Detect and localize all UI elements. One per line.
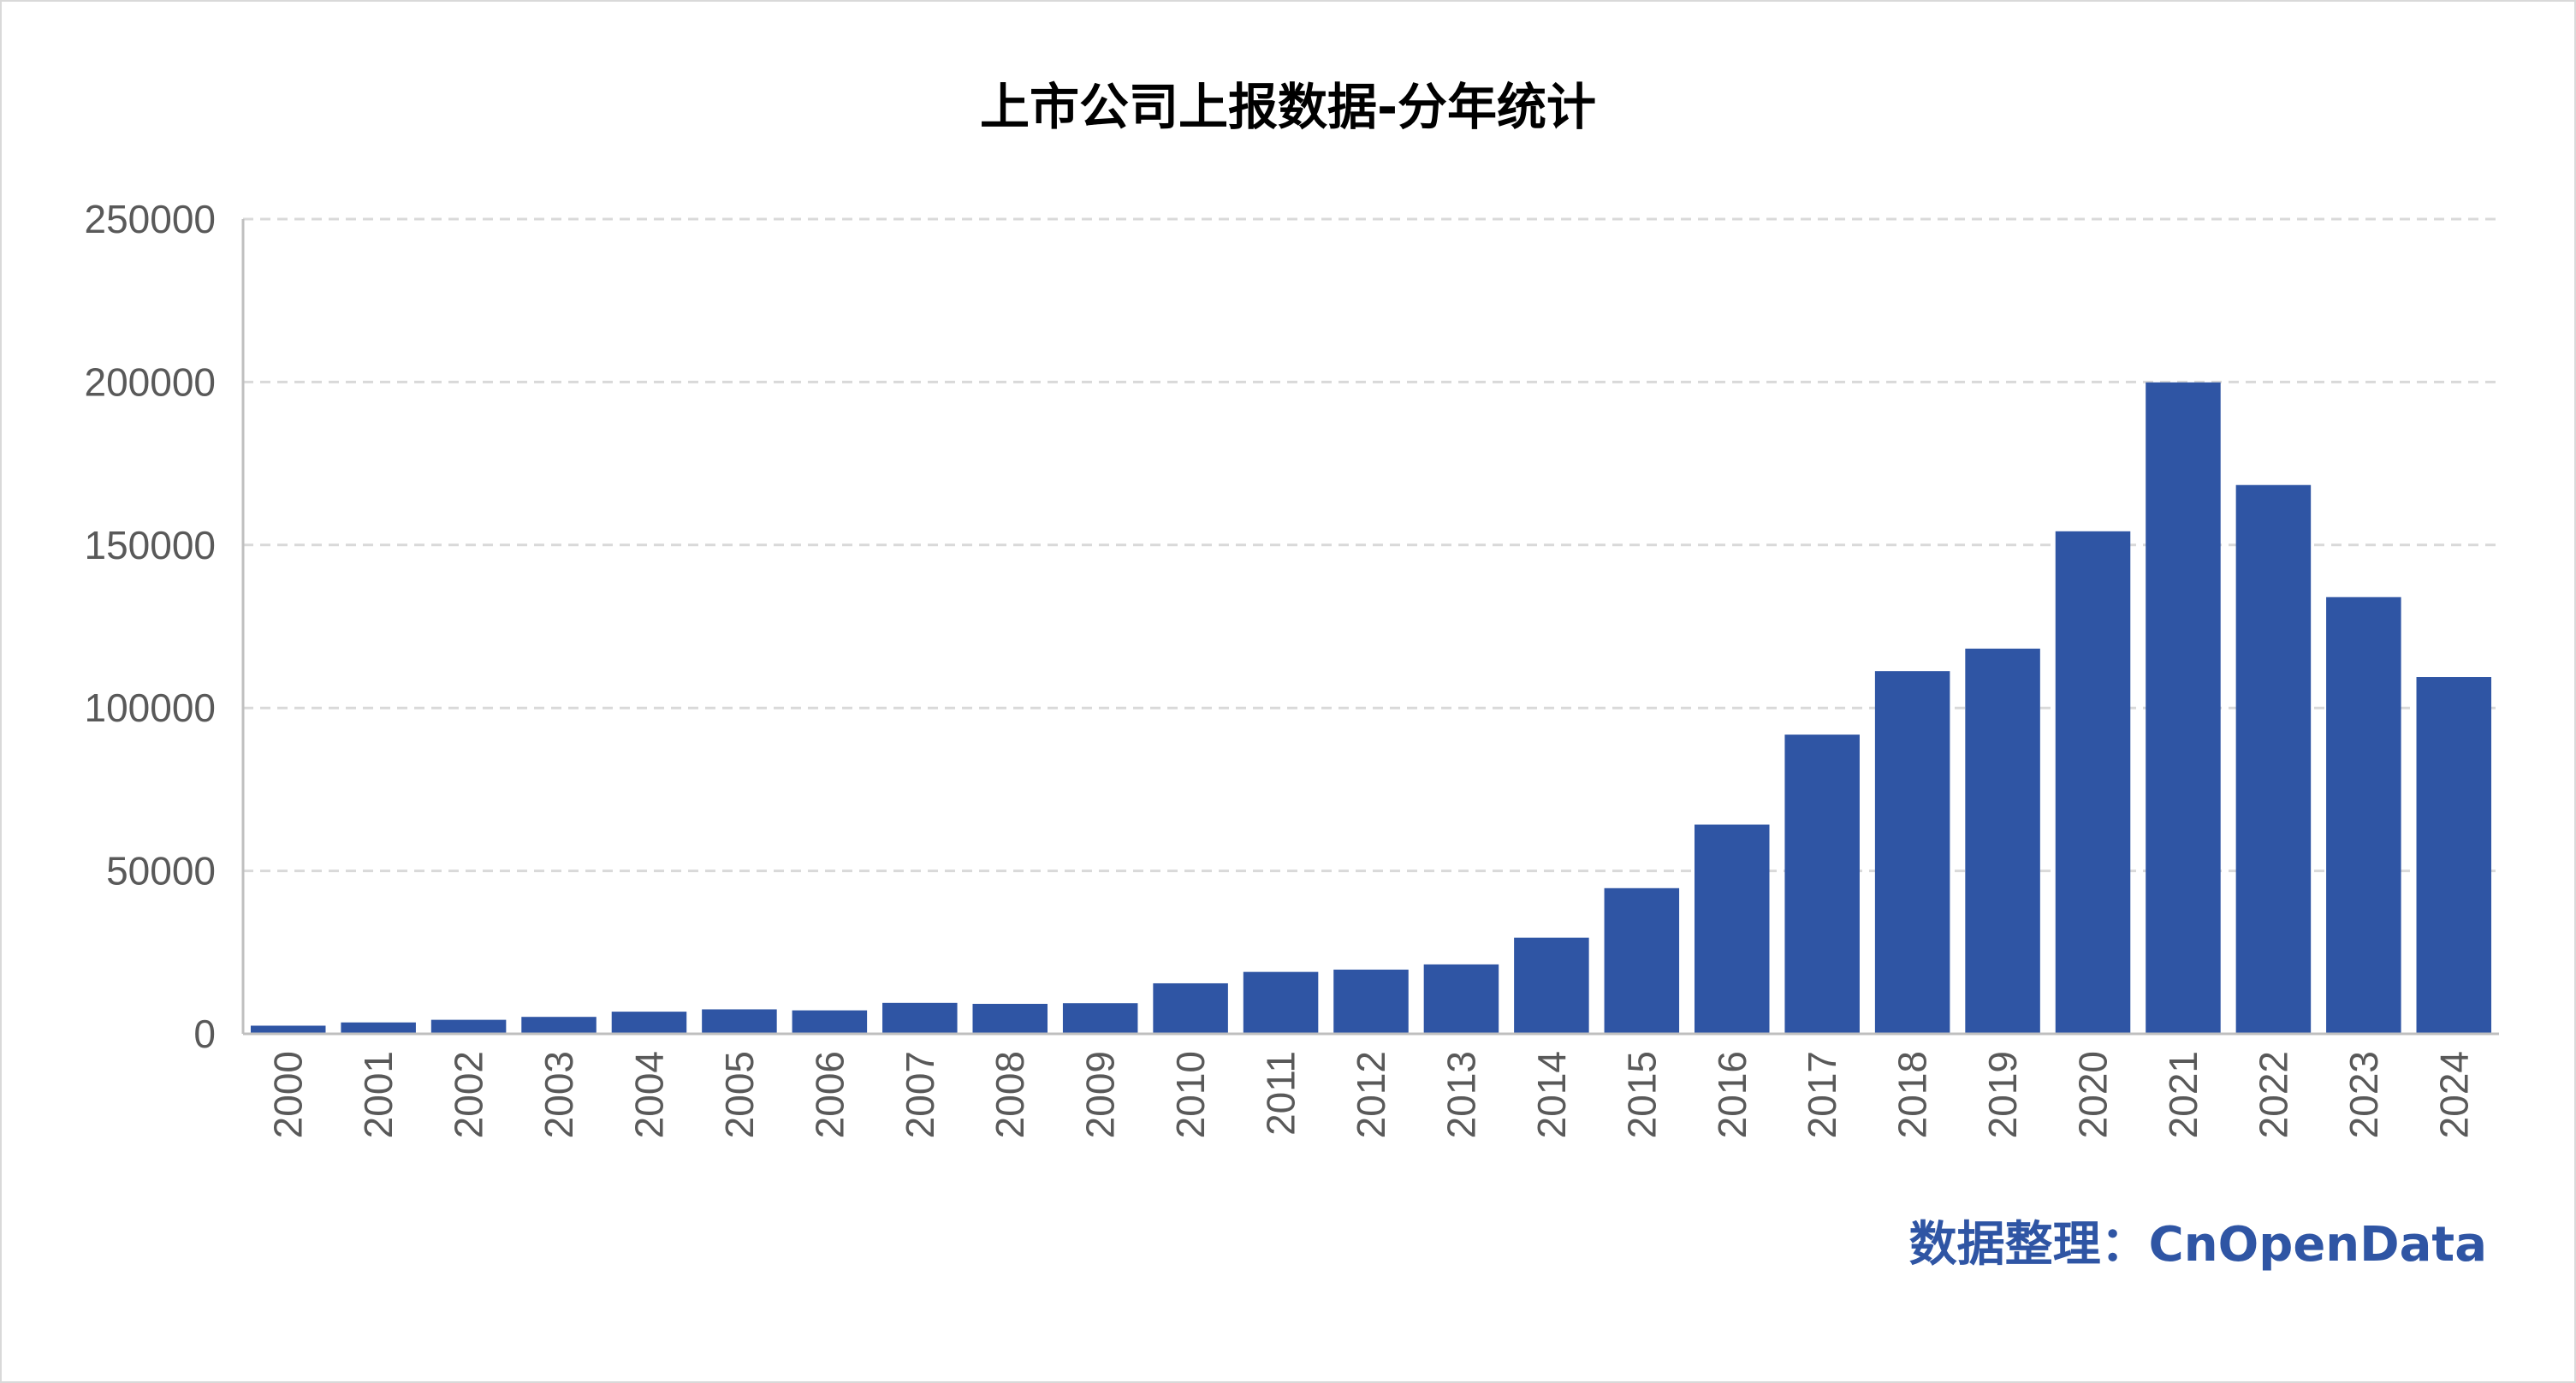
x-tick-label: 2014 xyxy=(1529,1051,1574,1138)
bar-2009 xyxy=(1062,1003,1138,1034)
bar-2017 xyxy=(1784,734,1860,1034)
x-tick-label: 2003 xyxy=(537,1051,581,1138)
bar-2012 xyxy=(1333,969,1409,1034)
y-tick-label: 100000 xyxy=(85,686,217,730)
source-note: 数据整理：CnOpenData xyxy=(1909,1217,2487,1273)
y-tick-label: 0 xyxy=(193,1012,216,1056)
bar-2016 xyxy=(1695,824,1770,1034)
x-axis: 2000 2001 2002 2003 2004 2005 2006 2007 2008 2009… xyxy=(243,1032,2499,1138)
bar-2003 xyxy=(521,1017,597,1034)
bar-2023 xyxy=(2326,597,2401,1034)
x-tick-label: 2005 xyxy=(717,1051,762,1138)
y-tick-label: 150000 xyxy=(85,523,217,567)
bar-2019 xyxy=(1965,648,2040,1034)
x-tick-label: 2018 xyxy=(1890,1051,1935,1138)
bar-2001 xyxy=(341,1022,416,1034)
x-tick-label: 2022 xyxy=(2251,1051,2295,1138)
bar-2015 xyxy=(1604,887,1680,1034)
x-tick-label: 2007 xyxy=(898,1051,942,1138)
x-tick-label: 2000 xyxy=(266,1051,311,1138)
x-tick-label: 2024 xyxy=(2431,1051,2476,1138)
bar-2006 xyxy=(792,1010,868,1034)
bar-2022 xyxy=(2235,484,2312,1034)
x-tick-label: 2001 xyxy=(356,1051,401,1138)
x-tick-label: 2019 xyxy=(1980,1051,2025,1138)
x-tick-label: 2021 xyxy=(2161,1051,2205,1138)
bar-2013 xyxy=(1423,964,1499,1034)
x-tick-label: 2010 xyxy=(1168,1051,1213,1138)
x-tick-label: 2016 xyxy=(1710,1051,1754,1138)
bar-2002 xyxy=(430,1019,507,1034)
bar-2005 xyxy=(702,1009,777,1034)
bar-2008 xyxy=(972,1003,1048,1034)
x-tick-label: 2006 xyxy=(807,1051,852,1138)
y-tick-label: 250000 xyxy=(85,197,217,241)
x-tick-label: 2020 xyxy=(2071,1051,2116,1138)
bar-2011 xyxy=(1243,971,1319,1034)
x-tick-label: 2012 xyxy=(1349,1051,1393,1138)
x-tick-label: 2011 xyxy=(1259,1051,1303,1136)
bar-2010 xyxy=(1153,982,1228,1034)
bar-2021 xyxy=(2146,382,2221,1035)
x-tick-label: 2009 xyxy=(1078,1051,1123,1138)
bar-2024 xyxy=(2416,677,2492,1034)
bar-2020 xyxy=(2055,531,2131,1034)
bar-2004 xyxy=(611,1012,687,1034)
bar-2007 xyxy=(882,1002,958,1034)
x-tick-label: 2017 xyxy=(1800,1051,1844,1138)
x-tick-label: 2004 xyxy=(626,1051,671,1138)
x-tick-label: 2023 xyxy=(2342,1051,2386,1138)
bar-2018 xyxy=(1874,671,1950,1034)
bar-2000 xyxy=(250,1025,326,1034)
y-tick-label: 200000 xyxy=(85,359,217,404)
x-tick-label: 2013 xyxy=(1439,1051,1483,1138)
bars xyxy=(250,382,2492,1035)
x-tick-label: 2002 xyxy=(447,1051,491,1138)
bar-2014 xyxy=(1514,937,1589,1034)
y-axis: 0 50000 100000 150000 200000 250000 xyxy=(85,197,245,1056)
y-tick-label: 50000 xyxy=(106,849,216,893)
x-tick-label: 2008 xyxy=(988,1051,1032,1138)
x-tick-label: 2015 xyxy=(1619,1051,1664,1138)
chart-title: 上市公司上报数据-分年统计 xyxy=(980,78,1596,136)
